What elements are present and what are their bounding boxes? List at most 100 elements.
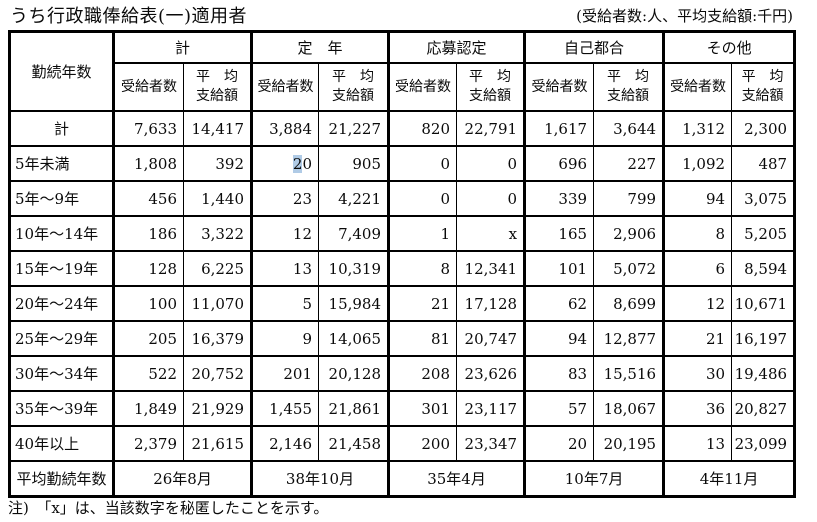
table-cell: 201 xyxy=(250,355,320,392)
table-cell: 13 xyxy=(662,425,733,462)
table-row: 5年未満 1,808 392 20 905 0 0 696 227 1,092 487 xyxy=(9,145,796,182)
table-cell: 6 xyxy=(662,250,733,287)
table-cell: 0 xyxy=(387,180,458,217)
row-label: 5年未満 xyxy=(9,145,114,182)
salary-table: 勤続年数 計 定 年 応募認定 自己都合 その他 受給者数 平 均支給額 受給者… xyxy=(8,30,797,498)
column-header-recipients: 受給者数 xyxy=(662,62,733,112)
table-cell: 8 xyxy=(387,250,458,287)
table-cell: 205 xyxy=(112,320,184,357)
column-header-average-amount: 平 均支給額 xyxy=(182,62,253,112)
table-cell: 36 xyxy=(662,390,733,427)
column-header-average-amount: 平 均支給額 xyxy=(318,62,390,112)
table-cell: 20,747 xyxy=(456,320,526,357)
column-header-average-amount: 平 均支給額 xyxy=(731,62,796,112)
avg-line-1: 平 均 xyxy=(332,69,375,86)
table-row: 35年〜39年 1,849 21,929 1,455 21,861 301 23,117 57… xyxy=(9,390,796,427)
average-years-row: 平均勤続年数 26年8月 38年10月 35年4月 10年7月 4年11月 xyxy=(9,460,796,498)
row-label: 30年〜34年 xyxy=(9,355,114,392)
group-header-other: その他 xyxy=(662,30,796,64)
table-cell: 3,322 xyxy=(182,215,253,252)
table-cell: 0 xyxy=(456,145,526,182)
avg-line-1: 平 均 xyxy=(741,69,784,86)
table-cell: 19,486 xyxy=(731,355,796,392)
table-row: 25年〜29年 205 16,379 9 14,065 81 20,747 94 12,877 2… xyxy=(9,320,796,357)
table-cell: 30 xyxy=(662,355,733,392)
table-cell: 12,877 xyxy=(593,320,665,357)
table-cell: 15,984 xyxy=(318,285,390,322)
table-cell: 7,633 xyxy=(112,110,184,147)
table-row: 5年〜9年 456 1,440 23 4,221 0 0 339 799 94 3,075 xyxy=(9,180,796,217)
table-cell: 3,644 xyxy=(593,110,665,147)
table-row: 15年〜19年 128 6,225 13 10,319 8 12,341 101 5,072 6 8… xyxy=(9,250,796,287)
table-cell: 20,195 xyxy=(593,425,665,462)
table-cell: 1,617 xyxy=(523,110,595,147)
table-cell: 6,225 xyxy=(182,250,253,287)
table-cell: 23,347 xyxy=(456,425,526,462)
table-cell: 1,092 xyxy=(662,145,733,182)
table-cell: 16,197 xyxy=(731,320,796,357)
column-header-recipients: 受給者数 xyxy=(387,62,458,112)
avg-line-1: 平 均 xyxy=(607,69,650,86)
table-cell: 21,929 xyxy=(182,390,253,427)
row-label: 20年〜24年 xyxy=(9,285,114,322)
table-cell: x xyxy=(456,215,526,252)
table-cell: 10,671 xyxy=(731,285,796,322)
table-cell: 11,070 xyxy=(182,285,253,322)
table-cell: 5,205 xyxy=(731,215,796,252)
table-cell: 799 xyxy=(593,180,665,217)
table-cell: 301 xyxy=(387,390,458,427)
avg-line-2: 支給額 xyxy=(469,88,512,104)
table-cell: 227 xyxy=(593,145,665,182)
footnote: 注) 「x」は、当該数字を秘匿したことを示す。 xyxy=(8,499,329,517)
table-cell: 20 xyxy=(250,145,320,182)
table-cell: 522 xyxy=(112,355,184,392)
average-years-cell: 35年4月 xyxy=(387,460,526,498)
table-cell: 20,827 xyxy=(731,390,796,427)
table-cell: 1,312 xyxy=(662,110,733,147)
row-label: 40年以上 xyxy=(9,425,114,462)
column-header-average-amount: 平 均支給額 xyxy=(593,62,665,112)
row-label: 15年〜19年 xyxy=(9,250,114,287)
avg-line-2: 支給額 xyxy=(332,88,375,104)
table-cell: 14,417 xyxy=(182,110,253,147)
table-cell: 20 xyxy=(523,425,595,462)
group-header-mandatory-retirement: 定 年 xyxy=(250,30,390,64)
table-cell: 200 xyxy=(387,425,458,462)
table-cell: 5 xyxy=(250,285,320,322)
table-cell: 21 xyxy=(387,285,458,322)
table-cell: 16,379 xyxy=(182,320,253,357)
table-cell: 186 xyxy=(112,215,184,252)
table-cell: 21,227 xyxy=(318,110,390,147)
table-cell: 20,128 xyxy=(318,355,390,392)
table-row: 計 7,633 14,417 3,884 21,227 820 22,791 1,617 3,6… xyxy=(9,110,796,147)
table-cell: 14,065 xyxy=(318,320,390,357)
avg-line-1: 平 均 xyxy=(469,69,512,86)
row-label: 計 xyxy=(9,110,114,147)
average-years-cell: 10年7月 xyxy=(523,460,665,498)
table-cell: 20,752 xyxy=(182,355,253,392)
table-cell: 101 xyxy=(523,250,595,287)
table-cell: 62 xyxy=(523,285,595,322)
row-label: 25年〜29年 xyxy=(9,320,114,357)
table-cell: 3,075 xyxy=(731,180,796,217)
table-cell: 696 xyxy=(523,145,595,182)
table-cell: 94 xyxy=(662,180,733,217)
table-cell: 8,699 xyxy=(593,285,665,322)
table-cell: 100 xyxy=(112,285,184,322)
table-cell: 10,319 xyxy=(318,250,390,287)
table-cell: 128 xyxy=(112,250,184,287)
table-cell: 23 xyxy=(250,180,320,217)
column-header-recipients: 受給者数 xyxy=(250,62,320,112)
avg-line-2: 支給額 xyxy=(196,88,238,104)
table-cell: 487 xyxy=(731,145,796,182)
row-label: 平均勤続年数 xyxy=(9,460,114,498)
table-cell: 165 xyxy=(523,215,595,252)
avg-line-2: 支給額 xyxy=(741,88,784,104)
avg-line-1: 平 均 xyxy=(196,69,238,86)
units-note: (受給者数:人、平均支給額:千円) xyxy=(576,7,793,25)
column-header-average-amount: 平 均支給額 xyxy=(456,62,526,112)
page-title: うち行政職俸給表(一)適用者 xyxy=(10,6,248,27)
table-cell: 4,221 xyxy=(318,180,390,217)
table-cell: 392 xyxy=(182,145,253,182)
table-cell: 0 xyxy=(456,180,526,217)
